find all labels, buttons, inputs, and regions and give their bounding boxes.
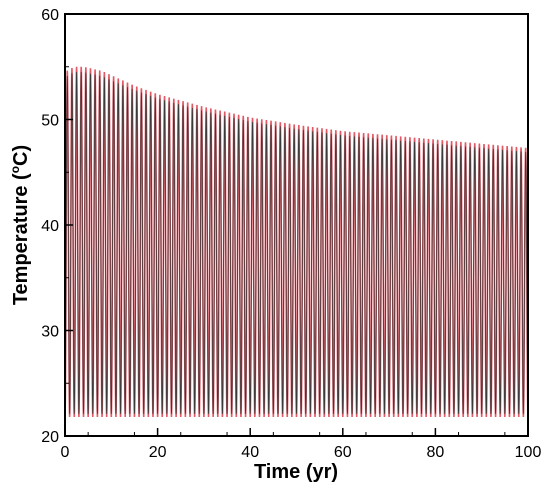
- y-axis-title-prefix: Temperature (: [10, 173, 32, 305]
- x-tick-label: 0: [61, 444, 70, 461]
- x-tick-label: 20: [149, 444, 167, 461]
- x-tick-label: 40: [241, 444, 259, 461]
- plot-layer: [65, 66, 528, 418]
- y-tick-label: 40: [41, 218, 59, 235]
- x-axis-title: Time (yr): [254, 461, 338, 483]
- y-tick-label: 50: [41, 113, 59, 130]
- y-tick-label: 30: [41, 324, 59, 341]
- y-axis-title-degree: o: [8, 166, 22, 173]
- x-tick-label: 60: [334, 444, 352, 461]
- y-axis-title: Temperature (oC): [8, 145, 32, 305]
- series-line-1: [65, 66, 528, 418]
- x-tick-label: 100: [515, 444, 542, 461]
- y-tick-label: 60: [41, 7, 59, 24]
- series-line-2: [65, 72, 528, 414]
- y-tick-label: 20: [41, 429, 59, 446]
- y-axis-title-suffix: C): [10, 145, 32, 166]
- x-tick-label: 80: [427, 444, 445, 461]
